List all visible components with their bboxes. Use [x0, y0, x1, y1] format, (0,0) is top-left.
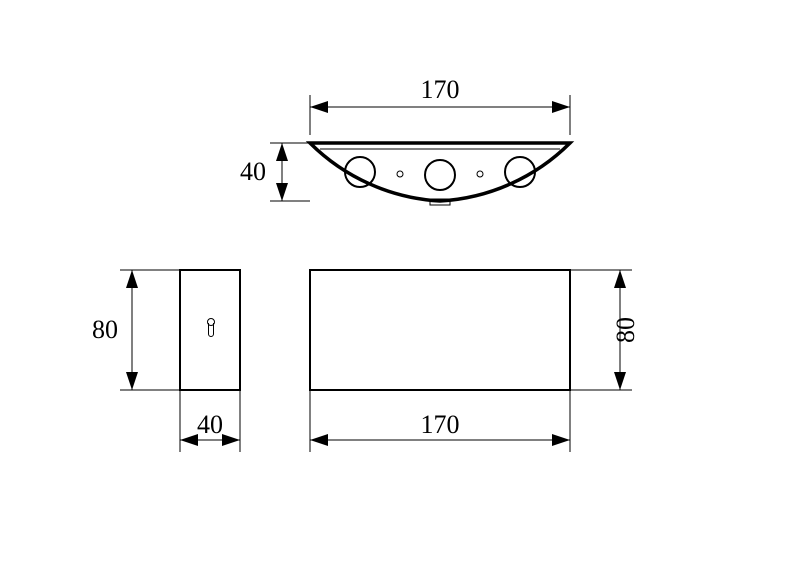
dim-side-40-value: 40 — [197, 410, 223, 439]
dim-front-80-value: 80 — [611, 317, 640, 343]
dim-side-80-value: 80 — [92, 315, 118, 344]
top-outline — [310, 143, 570, 201]
dim-top-40-value: 40 — [240, 157, 266, 186]
dim-top-170-value: 170 — [421, 75, 460, 104]
dim-top-170: 170 — [310, 75, 570, 135]
lens-circle-2 — [425, 160, 455, 190]
dim-front-170: 170 — [310, 390, 570, 452]
front-view — [310, 270, 570, 390]
technical-drawing: 170 40 170 80 40 — [0, 0, 800, 565]
screw-hole-1 — [397, 171, 403, 177]
side-outline — [180, 270, 240, 390]
dim-front-80: 80 — [570, 270, 640, 390]
side-view — [180, 270, 240, 390]
dim-front-170-value: 170 — [421, 410, 460, 439]
front-outline — [310, 270, 570, 390]
screw-hole-2 — [477, 171, 483, 177]
dim-top-40: 40 — [240, 143, 310, 201]
mounting-slot — [208, 319, 215, 337]
top-view — [310, 143, 570, 205]
dim-side-80: 80 — [92, 270, 180, 390]
dim-side-40: 40 — [180, 390, 240, 452]
